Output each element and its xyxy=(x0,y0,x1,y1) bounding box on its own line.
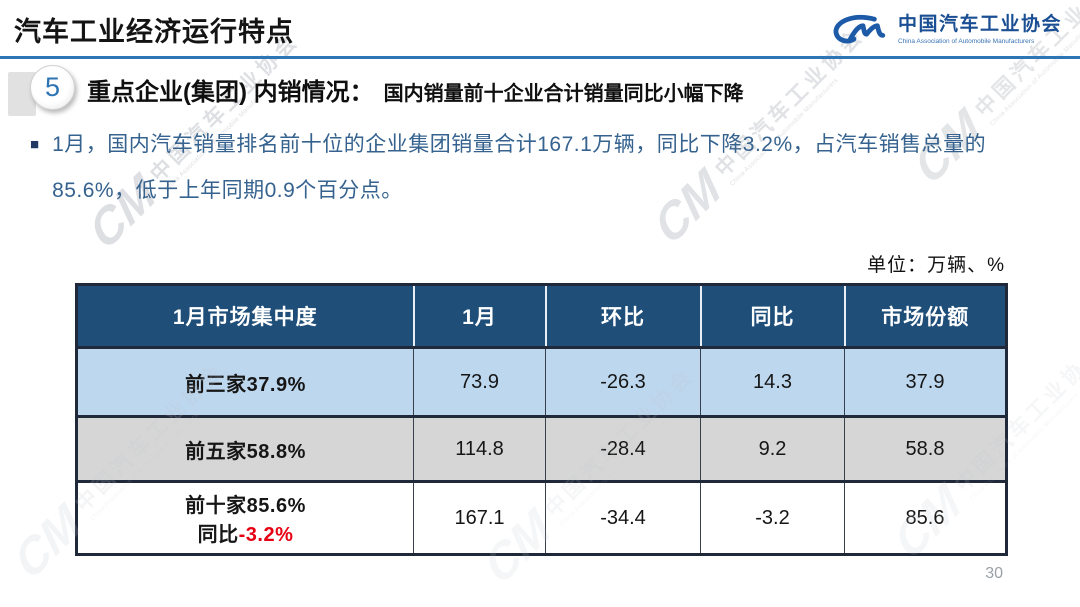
row-label: 前三家37.9% xyxy=(76,347,414,417)
table-header-row: 1月市场集中度 1月 环比 同比 市场份额 xyxy=(76,284,1007,348)
cell-value: -3.2 xyxy=(700,481,845,555)
row-label: 前五家58.8% xyxy=(76,416,414,482)
header-cell: 1月市场集中度 xyxy=(76,284,415,348)
header-cell: 市场份额 xyxy=(843,284,1007,348)
row-label-line2: 同比-3.2% xyxy=(78,518,413,547)
row-label: 前十家85.6% 同比-3.2% xyxy=(76,481,414,555)
table-row: 前十家85.6% 同比-3.2% 167.1 -34.4 -3.2 85.6 xyxy=(76,481,1007,555)
cell-value: -28.4 xyxy=(545,416,701,482)
caam-logo-icon xyxy=(833,14,886,44)
cell-value: -26.3 xyxy=(545,347,701,417)
title-divider-line xyxy=(0,56,1080,59)
table-row: 前五家58.8% 114.8 -28.4 9.2 58.8 xyxy=(76,416,1007,482)
header-cell: 1月 xyxy=(412,284,547,348)
row-label-line2-highlight: -3.2% xyxy=(238,524,294,546)
table-row: 前三家37.9% 73.9 -26.3 14.3 37.9 xyxy=(76,347,1007,417)
page-title: 汽车工业经济运行特点 xyxy=(14,17,294,47)
header-cell: 环比 xyxy=(544,284,702,348)
caam-logo: 中国汽车工业协会 China Association of Automobile… xyxy=(830,11,1062,49)
page-number: 30 xyxy=(985,565,1003,582)
logo-name-cn: 中国汽车工业协会 xyxy=(897,14,1062,36)
section-subtitle: 国内销量前十企业合计销量同比小幅下降 xyxy=(383,83,744,105)
section-heading: 重点企业(集团) 内销情况： 国内销量前十企业合计销量同比小幅下降 xyxy=(87,72,744,107)
section-title: 重点企业(集团) 内销情况： xyxy=(87,79,374,106)
cell-value: -34.4 xyxy=(545,481,701,555)
cell-value: 37.9 xyxy=(844,347,1007,417)
section-number: 5 xyxy=(44,72,61,102)
cell-value: 114.8 xyxy=(413,416,546,482)
bullet-paragraph: ■ 1月，国内汽车销量排名前十位的企业集团销量合计167.1万辆，同比下降3.2… xyxy=(30,122,1045,214)
cell-value: 9.2 xyxy=(700,416,845,482)
market-concentration-table: 1月市场集中度 1月 环比 同比 市场份额 前三家37.9% 73.9 -26.… xyxy=(75,283,1008,556)
cell-value: 58.8 xyxy=(844,416,1007,482)
logo-name-en: China Association of Automobile Manufact… xyxy=(897,37,1035,45)
bullet-square-icon: ■ xyxy=(30,136,40,153)
table-unit-label: 单位：万辆、% xyxy=(867,255,1005,276)
cell-value: 14.3 xyxy=(700,347,845,417)
cell-value: 73.9 xyxy=(413,347,546,417)
caam-logo-text: 中国汽车工业协会 China Association of Automobile… xyxy=(897,14,1062,45)
bullet-text: 1月，国内汽车销量排名前十位的企业集团销量合计167.1万辆，同比下降3.2%，… xyxy=(52,133,987,202)
header-cell: 同比 xyxy=(699,284,846,348)
row-label-line2-prefix: 同比 xyxy=(197,524,239,546)
section-number-badge: 5 xyxy=(30,65,75,110)
row-label-line1: 前十家85.6% xyxy=(185,495,306,517)
cell-value: 167.1 xyxy=(413,481,546,555)
cell-value: 85.6 xyxy=(844,481,1007,555)
